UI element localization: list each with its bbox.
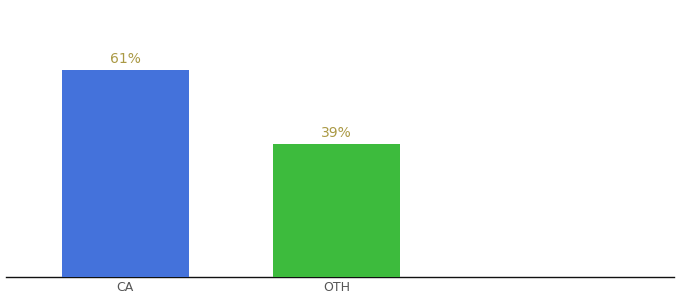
Bar	[273, 145, 400, 277]
Text: 61%: 61%	[109, 52, 141, 66]
Text: 39%: 39%	[321, 126, 352, 140]
Bar	[62, 70, 188, 277]
